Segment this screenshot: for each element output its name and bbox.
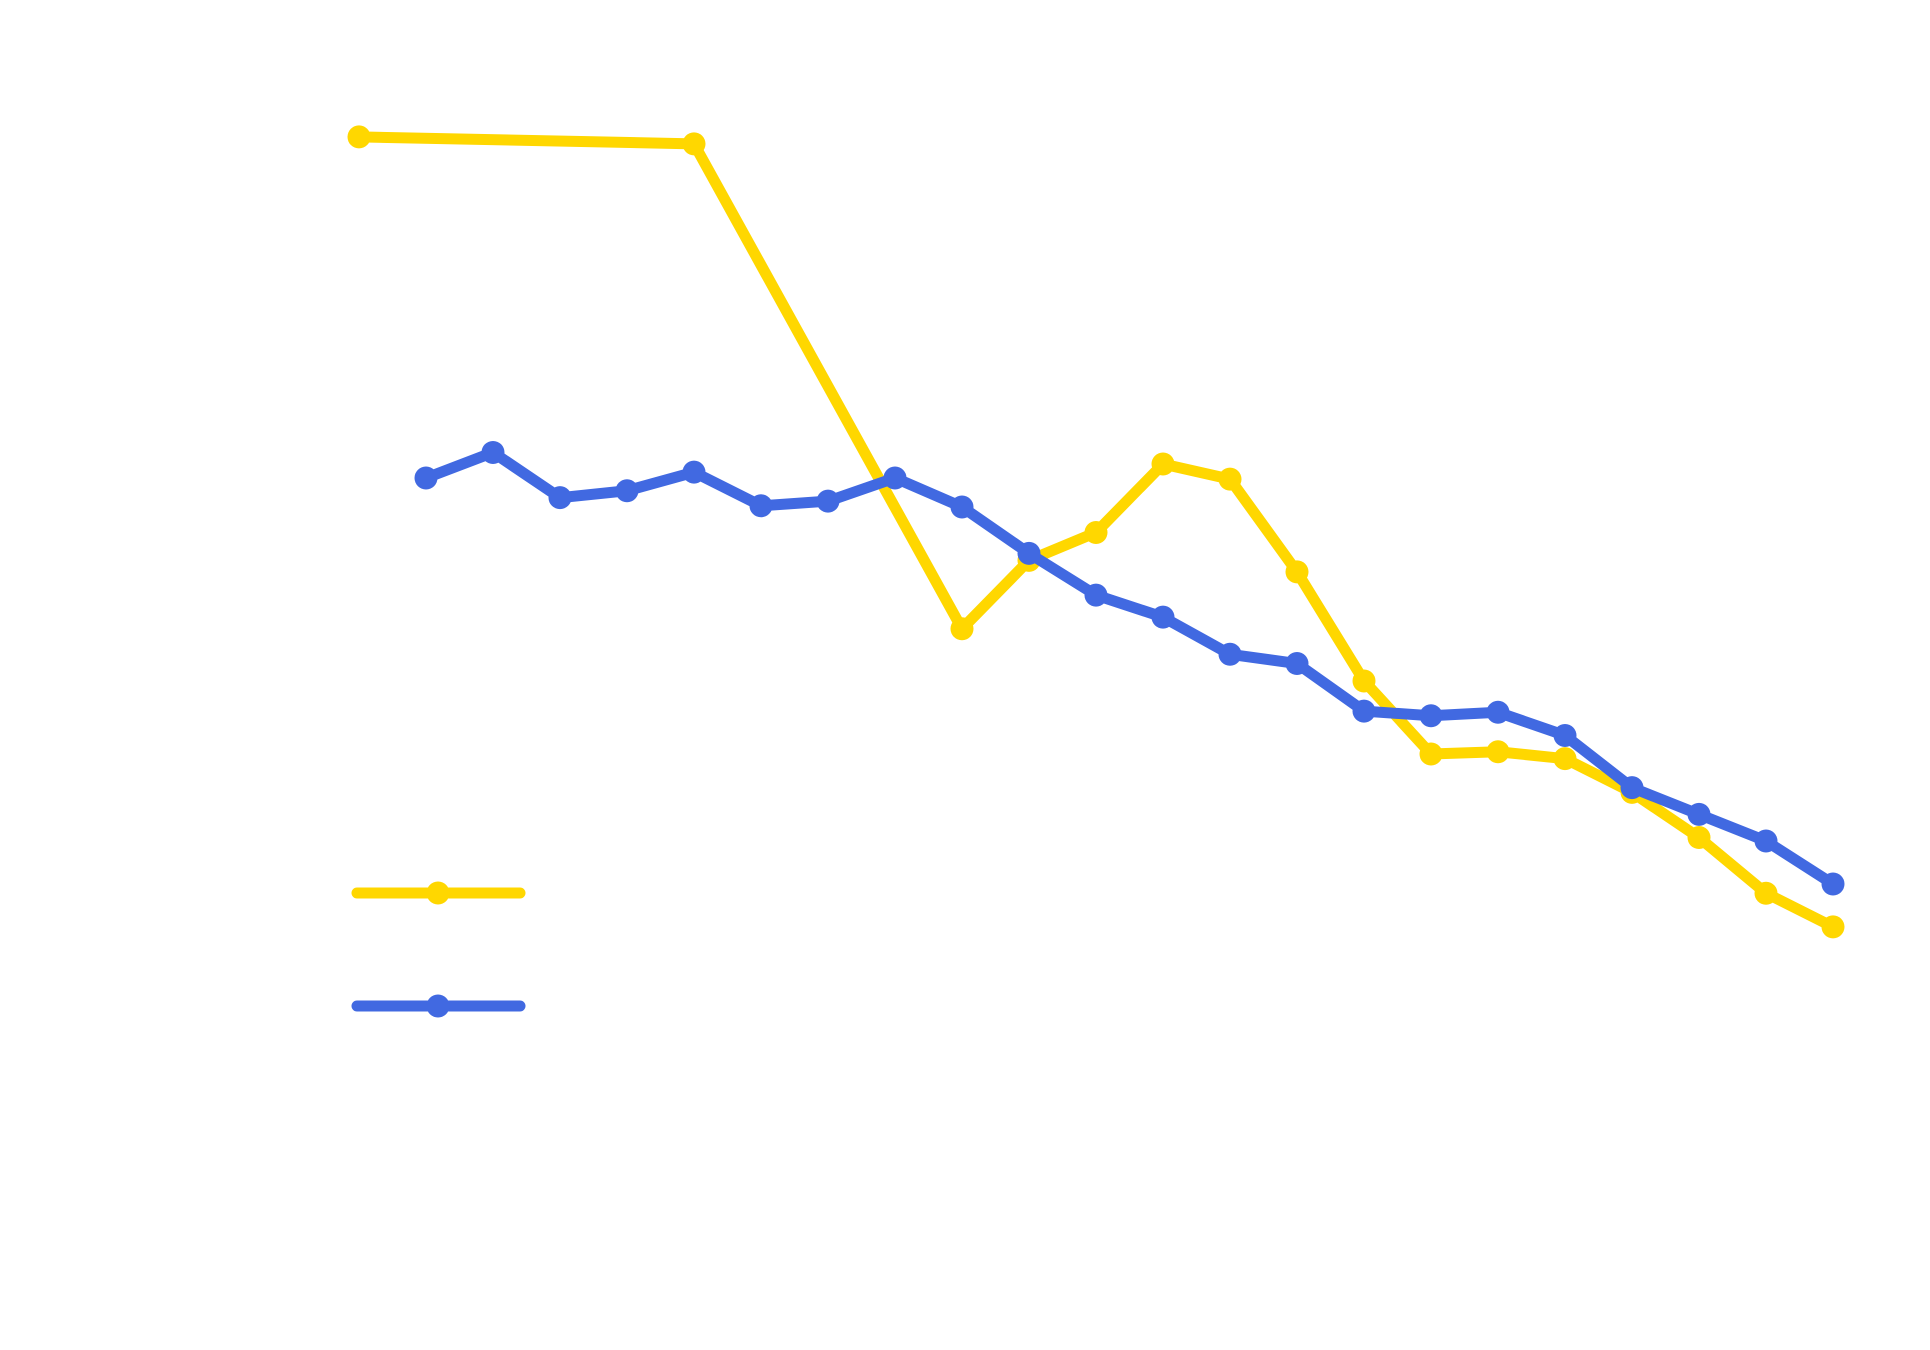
series-2-point-5	[682, 460, 706, 484]
series-2-point-16	[1419, 704, 1443, 728]
series-2-point-9	[950, 495, 974, 519]
series-2-point-19	[1620, 776, 1644, 800]
series-1-point-7	[1218, 467, 1242, 491]
series-2-point-21	[1754, 829, 1778, 853]
series-2-point-4	[615, 479, 639, 503]
series-2-point-7	[816, 489, 840, 513]
series-2-line	[420, 446, 1839, 890]
series-2-point-17	[1486, 700, 1510, 724]
series-1-point-6	[1151, 452, 1175, 476]
legend-marker-2	[426, 994, 450, 1018]
legend-marker-1	[426, 881, 450, 905]
series-1-point-5	[1084, 520, 1108, 544]
series-2-point-10	[1017, 541, 1041, 565]
series-2-point-2	[481, 440, 505, 464]
legend-entry-2	[351, 994, 526, 1018]
series-2-point-18	[1553, 723, 1577, 747]
series-2-point-1	[414, 466, 438, 490]
series-1-point-10	[1419, 742, 1443, 766]
series-2-point-12	[1151, 605, 1175, 629]
series-1	[347, 125, 1845, 939]
series-1-point-12	[1553, 747, 1577, 771]
series-1-point-16	[1821, 915, 1845, 939]
series-1-line	[353, 131, 1839, 933]
series-2-point-8	[883, 466, 907, 490]
series-2-point-14	[1285, 652, 1309, 676]
legend	[351, 881, 526, 1018]
series-1-point-3	[950, 617, 974, 641]
plot-area	[347, 125, 1845, 939]
series-2-point-6	[749, 494, 773, 518]
series-1-point-14	[1687, 826, 1711, 850]
series-2-point-11	[1084, 583, 1108, 607]
series-1-point-11	[1486, 740, 1510, 764]
series-2-point-15	[1352, 699, 1376, 723]
series-2-point-3	[548, 486, 572, 510]
series-1-point-15	[1754, 881, 1778, 905]
series-2-point-22	[1821, 872, 1845, 896]
legend-entry-1	[351, 881, 526, 905]
series-2	[414, 440, 1845, 896]
series-1-point-8	[1285, 560, 1309, 584]
series-1-point-2	[682, 132, 706, 156]
series-1-point-9	[1352, 669, 1376, 693]
series-2-point-20	[1687, 802, 1711, 826]
series-2-point-13	[1218, 642, 1242, 666]
series-1-point-1	[347, 125, 371, 149]
